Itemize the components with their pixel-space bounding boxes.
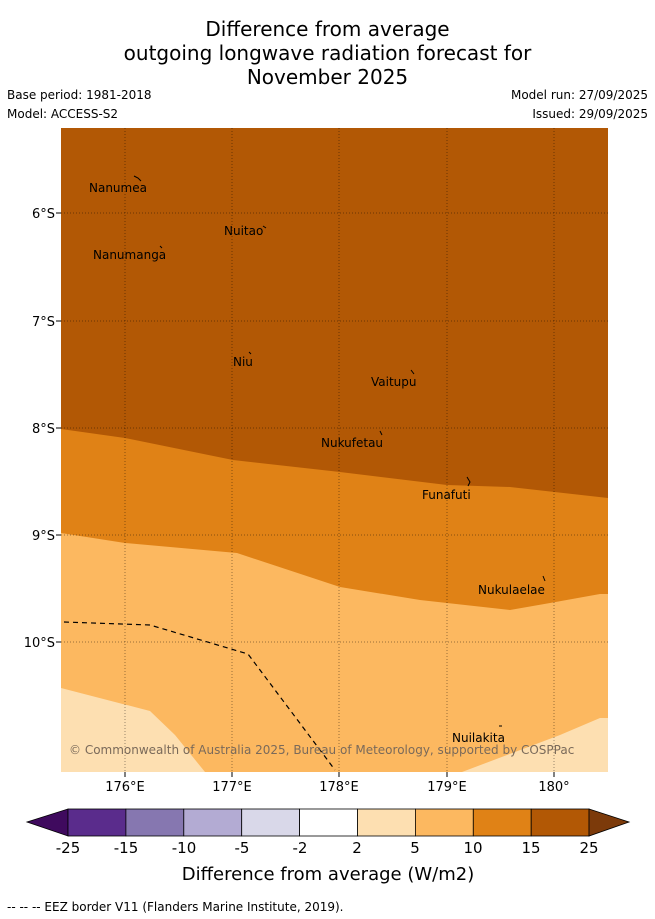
colorbar-extend-low [25, 808, 69, 837]
grid-lines [61, 128, 608, 772]
anomaly-field: Nanumea Nuitao Nanumanga Niu Vaitupu Nuk… [61, 128, 608, 772]
colorbar-tick-label: -10 [172, 839, 197, 857]
colorbar-segment [357, 808, 416, 837]
chart-title: Difference from average outgoing longwav… [0, 17, 655, 89]
colorbar-tick-label: 15 [521, 839, 540, 857]
colorbar [25, 808, 631, 837]
copyright-notice: © Commonwealth of Australia 2025, Bureau… [69, 743, 574, 757]
nukufetau-island [379, 430, 383, 436]
place-labels: Nanumea Nuitao Nanumanga Niu Vaitupu Nuk… [89, 181, 545, 745]
lat-tick-label: 6°S [32, 207, 55, 222]
colorbar-segment [241, 808, 300, 837]
colorbar-tick-label: -15 [114, 839, 139, 857]
nuitao-island [262, 225, 267, 229]
colorbar-segment [414, 808, 474, 837]
island-marks [133, 175, 546, 727]
colorbar-tick-label: 2 [352, 839, 362, 857]
eez-border [63, 621, 336, 771]
colorbar-tick-label: 25 [579, 839, 598, 857]
colorbar-segment [183, 808, 243, 837]
colorbar-tick-label: 5 [410, 839, 420, 857]
place-label: Nukulaelae [478, 583, 545, 597]
place-label: Nanumanga [93, 248, 166, 262]
lon-tick-label: 177°E [212, 780, 252, 795]
eez-legend: -- -- -- EEZ border V11 (Flanders Marine… [7, 900, 344, 914]
colorbar-extend-high [588, 808, 631, 837]
vaitupu-island [410, 369, 415, 375]
issued-date: Issued: 29/09/2025 [532, 107, 648, 121]
place-label: Funafuti [422, 488, 471, 502]
lon-tick-label: 179°E [427, 780, 467, 795]
title-line-1: Difference from average [205, 17, 450, 41]
lat-tick-label: 10°S [24, 636, 55, 651]
lat-axis: 6°S 7°S 8°S 9°S 10°S [24, 207, 61, 651]
lon-axis: 176°E 177°E 178°E 179°E 180° [105, 772, 570, 795]
region-2-5-east [462, 718, 608, 772]
place-label: Nuilakita [452, 731, 505, 745]
place-label: Nanumea [89, 181, 147, 195]
colorbar-tick-label: -25 [56, 839, 81, 857]
lat-tick-label: 9°S [32, 529, 55, 544]
base-period: Base period: 1981-2018 [7, 88, 152, 102]
model-run: Model run: 27/09/2025 [510, 88, 648, 102]
lat-tick-label: 8°S [32, 422, 55, 437]
colorbar-segment [472, 808, 532, 837]
place-label: Nuitao [224, 224, 263, 238]
place-label: Vaitupu [371, 375, 417, 389]
region-5-10 [61, 533, 608, 772]
colorbar-tick-label: -2 [293, 839, 308, 857]
colorbar-label: Difference from average (W/m2) [182, 864, 474, 885]
colorbar-segment [530, 808, 590, 837]
niu-island [248, 351, 252, 355]
colorbar-ticks: -25 -15 -10 -5 -2 2 5 10 15 25 [56, 839, 599, 857]
colorbar-segment [299, 808, 358, 837]
model-name: Model: ACCESS-S2 [7, 107, 119, 121]
nukulaelae-island [542, 575, 546, 582]
colorbar-segment [67, 808, 127, 837]
colorbar-tick-label: 10 [463, 839, 482, 857]
nanumanga-island [159, 245, 163, 249]
lon-tick-label: 180° [538, 780, 569, 795]
colorbar-segment [125, 808, 185, 837]
place-label: Niu [233, 355, 253, 369]
colorbar-tick-label: -5 [235, 839, 250, 857]
lon-tick-label: 178°E [319, 780, 359, 795]
title-line-2: outgoing longwave radiation forecast for [123, 41, 532, 65]
nanumea-island [133, 175, 142, 182]
place-label: Nukufetau [321, 436, 383, 450]
lat-tick-label: 7°S [32, 315, 55, 330]
lon-tick-label: 176°E [105, 780, 145, 795]
title-line-3: November 2025 [246, 65, 409, 89]
funafuti-island [466, 476, 471, 487]
region-2-5-west [61, 688, 205, 772]
